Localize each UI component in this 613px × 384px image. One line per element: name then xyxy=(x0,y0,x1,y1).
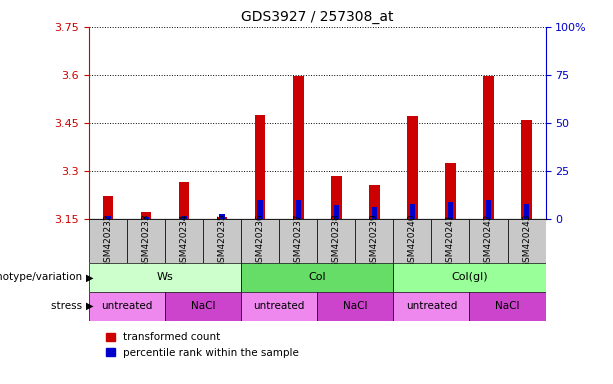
Bar xyxy=(508,219,546,263)
Text: GSM420233: GSM420233 xyxy=(142,214,150,268)
Bar xyxy=(293,76,303,219)
Bar xyxy=(394,263,546,292)
Bar xyxy=(179,182,189,219)
Text: GSM420242: GSM420242 xyxy=(484,214,493,268)
Bar xyxy=(371,207,377,219)
Text: NaCl: NaCl xyxy=(191,301,215,311)
Bar xyxy=(127,219,165,263)
Text: untreated: untreated xyxy=(254,301,305,311)
Bar xyxy=(181,216,187,219)
Bar xyxy=(333,205,339,219)
Bar xyxy=(219,214,225,219)
Text: GSM420240: GSM420240 xyxy=(408,214,417,268)
Text: stress: stress xyxy=(51,301,86,311)
Bar xyxy=(203,219,241,263)
Bar xyxy=(483,76,494,219)
Text: Col(gl): Col(gl) xyxy=(451,272,488,283)
Bar xyxy=(394,219,432,263)
Text: ▶: ▶ xyxy=(86,272,93,283)
Bar xyxy=(89,292,165,321)
Bar xyxy=(394,292,470,321)
Text: untreated: untreated xyxy=(101,301,153,311)
Bar xyxy=(241,292,318,321)
Text: GSM420232: GSM420232 xyxy=(104,214,112,268)
Bar xyxy=(407,116,417,219)
Bar xyxy=(447,202,453,219)
Bar xyxy=(318,292,394,321)
Bar xyxy=(165,219,203,263)
Bar xyxy=(102,197,113,219)
Text: GSM420241: GSM420241 xyxy=(446,214,455,268)
Bar xyxy=(105,216,110,219)
Text: NaCl: NaCl xyxy=(495,301,520,311)
Bar xyxy=(255,115,265,219)
Bar xyxy=(89,219,127,263)
Bar xyxy=(524,204,529,219)
Text: Ws: Ws xyxy=(157,272,173,283)
Legend: transformed count, percentile rank within the sample: transformed count, percentile rank withi… xyxy=(106,333,299,358)
Bar xyxy=(486,200,491,219)
Bar xyxy=(165,292,241,321)
Bar xyxy=(279,219,318,263)
Bar xyxy=(295,200,301,219)
Title: GDS3927 / 257308_at: GDS3927 / 257308_at xyxy=(241,10,394,25)
Bar xyxy=(241,263,394,292)
Text: GSM420234: GSM420234 xyxy=(180,214,189,268)
Text: GSM420238: GSM420238 xyxy=(332,214,341,268)
Text: GSM420237: GSM420237 xyxy=(294,214,303,268)
Text: GSM420239: GSM420239 xyxy=(370,214,379,268)
Bar xyxy=(470,219,508,263)
Bar xyxy=(143,217,148,219)
Bar xyxy=(356,219,394,263)
Bar xyxy=(318,219,356,263)
Bar xyxy=(89,263,241,292)
Bar xyxy=(241,219,279,263)
Bar xyxy=(521,120,532,219)
Bar xyxy=(217,217,227,219)
Bar xyxy=(140,212,151,219)
Bar xyxy=(257,200,263,219)
Text: GSM420236: GSM420236 xyxy=(256,214,265,268)
Bar xyxy=(369,185,379,219)
Text: untreated: untreated xyxy=(406,301,457,311)
Bar xyxy=(432,219,470,263)
Text: GSM420243: GSM420243 xyxy=(522,214,531,268)
Bar xyxy=(445,163,455,219)
Text: NaCl: NaCl xyxy=(343,301,368,311)
Text: genotype/variation: genotype/variation xyxy=(0,272,86,283)
Bar xyxy=(409,204,415,219)
Text: GSM420235: GSM420235 xyxy=(218,214,227,268)
Text: Col: Col xyxy=(308,272,326,283)
Text: ▶: ▶ xyxy=(86,301,93,311)
Bar xyxy=(470,292,546,321)
Bar xyxy=(331,175,341,219)
